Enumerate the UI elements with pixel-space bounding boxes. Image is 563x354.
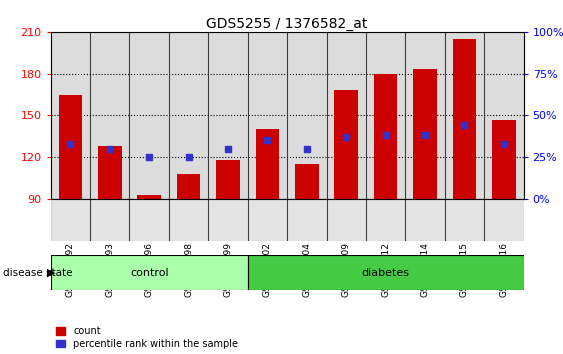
Bar — [129, 32, 169, 199]
Bar — [445, 32, 484, 199]
Bar — [287, 32, 327, 199]
Text: control: control — [130, 268, 168, 278]
Bar — [484, 32, 524, 199]
Bar — [90, 32, 129, 199]
Bar — [59, 95, 82, 199]
Bar — [374, 74, 397, 199]
Bar — [334, 90, 358, 199]
Text: ▶: ▶ — [47, 268, 55, 278]
Bar — [327, 32, 366, 199]
Bar — [295, 164, 319, 199]
FancyBboxPatch shape — [248, 255, 524, 290]
Bar — [287, 199, 327, 241]
Bar — [177, 174, 200, 199]
Bar — [484, 199, 524, 241]
Title: GDS5255 / 1376582_at: GDS5255 / 1376582_at — [207, 17, 368, 31]
Bar — [90, 199, 129, 241]
Bar — [453, 39, 476, 199]
Bar — [51, 32, 90, 199]
FancyBboxPatch shape — [51, 255, 248, 290]
Bar — [98, 146, 122, 199]
Bar — [492, 120, 516, 199]
Bar — [216, 160, 240, 199]
Bar — [366, 199, 405, 241]
Bar — [208, 199, 248, 241]
Bar — [445, 199, 484, 241]
Bar — [256, 129, 279, 199]
Bar — [405, 32, 445, 199]
Bar — [413, 69, 437, 199]
Bar — [327, 199, 366, 241]
Bar — [137, 195, 161, 199]
Bar — [169, 199, 208, 241]
Bar — [129, 199, 169, 241]
Text: disease state: disease state — [3, 268, 72, 278]
Bar — [405, 199, 445, 241]
Bar — [208, 32, 248, 199]
Legend: count, percentile rank within the sample: count, percentile rank within the sample — [56, 326, 238, 349]
Bar — [248, 32, 287, 199]
Bar — [248, 199, 287, 241]
Bar — [169, 32, 208, 199]
Bar — [51, 199, 90, 241]
Text: diabetes: diabetes — [361, 268, 410, 278]
Bar — [366, 32, 405, 199]
